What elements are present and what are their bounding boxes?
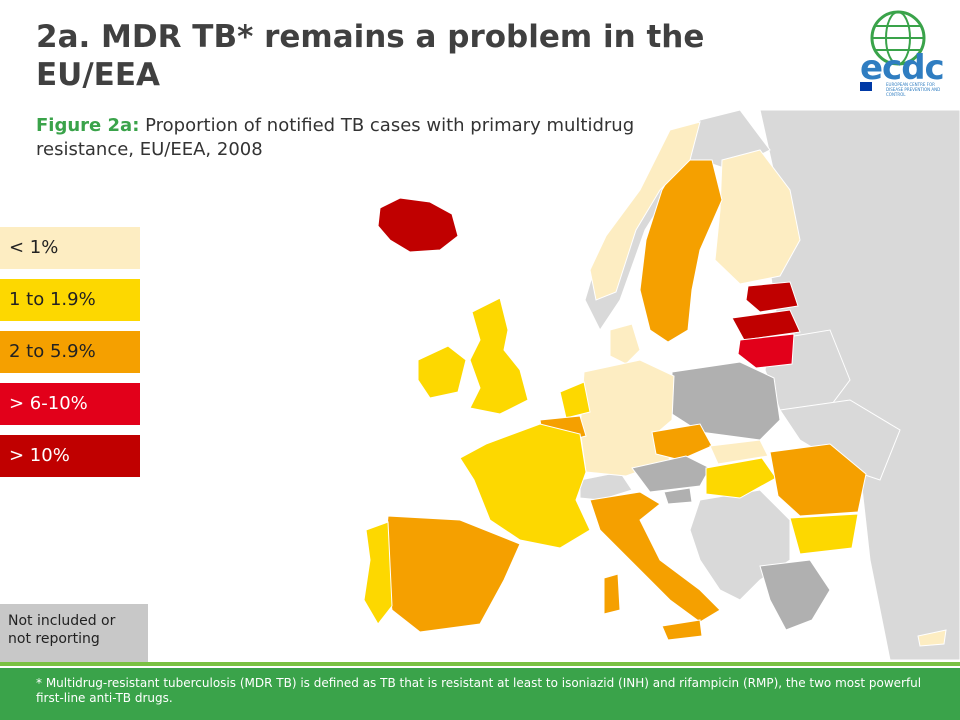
logo-subtext: EUROPEAN CENTRE FOR DISEASE PREVENTION A… bbox=[886, 82, 941, 97]
footnote: * Multidrug-resistant tuberculosis (MDR … bbox=[36, 676, 922, 705]
legend-item: 1 to 1.9% bbox=[0, 279, 140, 321]
footer-divider bbox=[0, 662, 960, 666]
map-poland bbox=[671, 361, 781, 441]
map-netherlands bbox=[559, 381, 591, 419]
map-lithuania bbox=[737, 333, 795, 369]
figure-caption-text: Proportion of notified TB cases with pri… bbox=[36, 115, 635, 160]
legend-item: < 1% bbox=[0, 227, 140, 269]
map-romania bbox=[769, 443, 867, 517]
map-portugal bbox=[363, 521, 393, 625]
map-spain bbox=[383, 515, 521, 633]
map-norway-coast bbox=[589, 121, 701, 301]
map-slovenia bbox=[663, 487, 693, 505]
map-cyprus bbox=[917, 629, 947, 647]
map-germany bbox=[579, 359, 675, 477]
legend-not-included: Not included or not reporting bbox=[0, 604, 148, 662]
map-france bbox=[459, 423, 591, 549]
slide-title: 2a. MDR TB* remains a problem in the EU/… bbox=[36, 19, 705, 93]
footer-band bbox=[0, 668, 960, 720]
legend-item: > 10% bbox=[0, 435, 140, 477]
map-czech bbox=[651, 423, 713, 461]
map-finland bbox=[714, 149, 801, 285]
map-italy bbox=[589, 491, 721, 623]
map-hungary bbox=[705, 457, 777, 499]
legend-item: > 6-10% bbox=[0, 383, 140, 425]
map-sicily bbox=[661, 619, 703, 641]
figure-label: Figure 2a: bbox=[36, 115, 140, 136]
map-estonia bbox=[745, 281, 799, 313]
map-ukraine bbox=[779, 399, 901, 481]
map-austria bbox=[631, 455, 711, 493]
map-sweden bbox=[639, 159, 723, 343]
map-denmark bbox=[609, 323, 641, 365]
map-bulgaria bbox=[789, 513, 859, 555]
map-sardinia bbox=[603, 573, 621, 615]
map-slovakia bbox=[709, 439, 769, 465]
map-iceland bbox=[377, 197, 459, 253]
legend-item: 2 to 5.9% bbox=[0, 331, 140, 373]
map-latvia bbox=[731, 309, 801, 341]
map-uk bbox=[469, 297, 529, 415]
ecdc-globe-icon bbox=[860, 10, 926, 91]
figure-caption: Figure 2a: Proportion of notified TB cas… bbox=[36, 114, 656, 162]
map-ireland bbox=[417, 345, 467, 399]
logo-text: ecdc bbox=[860, 48, 945, 88]
map-greece bbox=[759, 559, 831, 631]
